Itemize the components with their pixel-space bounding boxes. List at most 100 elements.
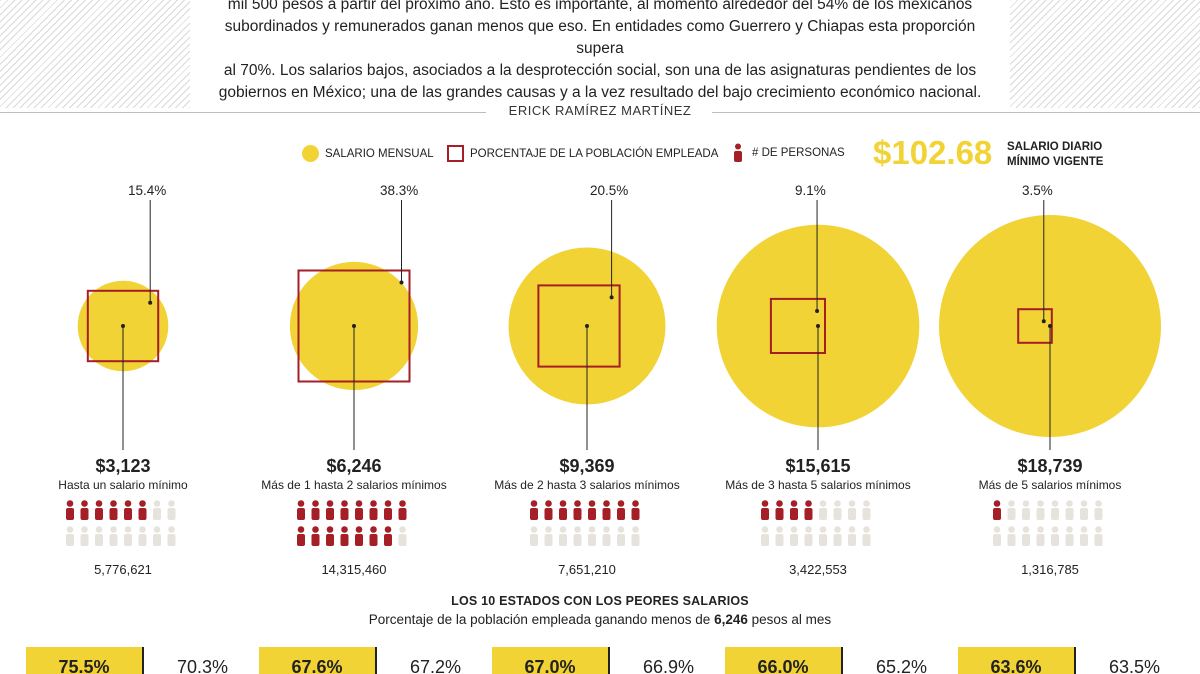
person-icon — [1066, 500, 1073, 507]
person-icon — [530, 534, 538, 546]
person-icon — [790, 508, 798, 520]
person-icon — [311, 534, 320, 546]
population-square — [769, 297, 827, 354]
person-icon — [559, 526, 567, 533]
person-icon — [355, 534, 363, 546]
person-icon — [776, 500, 783, 507]
person-icon — [631, 508, 640, 520]
person-icon — [168, 526, 175, 533]
person-icon — [530, 526, 538, 533]
person-icon — [1036, 508, 1045, 520]
person-icon — [399, 500, 406, 507]
person-icon — [341, 500, 348, 507]
person-icon — [863, 500, 870, 507]
person-icon — [573, 534, 582, 546]
person-icon — [1022, 534, 1030, 546]
person-icon — [993, 526, 1001, 533]
intro-line: mil 500 pesos a partir del próximo año. … — [227, 0, 973, 13]
person-icon — [530, 508, 538, 520]
person-icon — [848, 534, 856, 546]
person-icon — [588, 534, 596, 546]
person-icon — [398, 508, 407, 520]
person-icon — [603, 526, 610, 533]
person-icon — [341, 526, 348, 533]
center-dot — [121, 324, 125, 328]
person-icon — [311, 508, 320, 520]
decorative-hatch-left — [0, 0, 190, 108]
person-icon — [139, 500, 146, 507]
divider — [712, 112, 1200, 113]
bubble-chart — [66, 200, 1161, 546]
person-icon — [124, 534, 132, 546]
min-wage-label-line: SALARIO DIARIO — [1007, 141, 1103, 153]
person-icon — [805, 526, 812, 533]
center-dot — [816, 324, 820, 328]
person-icon — [863, 526, 870, 533]
person-icon — [559, 508, 567, 520]
person-icon — [1080, 500, 1088, 507]
person-icon — [761, 534, 769, 546]
legend-persons-label: # DE PERSONAS — [752, 147, 845, 159]
person-icon — [66, 500, 74, 507]
person-icon — [862, 508, 871, 520]
category-label: Más de 1 hasta 2 salarios mínimos — [261, 478, 447, 492]
person-count: 3,422,553 — [789, 562, 847, 577]
min-wage-label: SALARIO DIARIO MÍNIMO VIGENTE — [1007, 140, 1103, 170]
person-icon — [761, 526, 769, 533]
person-icon — [95, 508, 103, 520]
person-icon — [138, 534, 147, 546]
state-value: 63.5% — [1109, 657, 1161, 674]
person-icon — [340, 534, 349, 546]
person-icon — [848, 508, 856, 520]
legend-percent: PORCENTAJE DE LA POBLACIÓN EMPLEADA — [447, 145, 718, 162]
state-value: 65.2% — [876, 657, 928, 674]
person-icon — [833, 508, 842, 520]
person-icon — [559, 534, 567, 546]
category-label: Hasta un salario mínimo — [58, 478, 188, 492]
state-value: 70.3% — [177, 657, 229, 674]
person-icon — [340, 508, 349, 520]
person-icon — [1051, 500, 1059, 507]
intro-text: mil 500 pesos a partir del próximo año. … — [200, 0, 1000, 104]
person-icon — [167, 534, 176, 546]
person-icon — [819, 534, 827, 546]
intro-line: al 70%. Los salarios bajos, asociados a … — [223, 62, 977, 79]
percent-label: 38.3% — [380, 183, 419, 198]
states-subtitle: Porcentaje de la población empleada gana… — [0, 612, 1200, 627]
person-icon — [153, 534, 161, 546]
red-square-icon — [447, 145, 464, 162]
person-icon — [1080, 526, 1088, 533]
person-icon — [833, 534, 842, 546]
person-icon — [588, 500, 596, 507]
person-icon — [153, 508, 161, 520]
person-icon — [574, 500, 581, 507]
percent-dot — [148, 300, 153, 305]
person-icon — [819, 500, 827, 507]
person-icon — [369, 534, 378, 546]
person-icon — [326, 534, 334, 546]
person-icon — [1022, 526, 1030, 533]
percent-label: 3.5% — [1022, 183, 1053, 198]
percent-label: 15.4% — [128, 183, 167, 198]
person-icon — [1022, 508, 1030, 520]
person-count: 14,315,460 — [321, 562, 387, 577]
person-icon — [834, 526, 841, 533]
state-value: 66.9% — [643, 657, 695, 674]
person-icon — [1036, 534, 1045, 546]
salary-amount: $15,615 — [785, 456, 851, 476]
intro-line: gobiernos en México; una de las grandes … — [218, 84, 982, 101]
person-icon — [632, 500, 639, 507]
person-icon — [66, 526, 74, 533]
person-icon — [355, 508, 363, 520]
person-icon — [545, 526, 552, 533]
person-icon — [805, 500, 812, 507]
states-subtitle-amount: 6,246 — [714, 612, 748, 627]
legend-persons: # DE PERSONAS — [732, 143, 845, 163]
states-subtitle-text: Porcentaje de la población empleada gana… — [368, 612, 711, 627]
person-icon — [110, 526, 117, 533]
person-icon — [326, 500, 334, 507]
person-icon — [80, 508, 89, 520]
salary-amount: $18,739 — [1017, 456, 1083, 476]
decorative-hatch-right — [1010, 0, 1200, 108]
percent-label: 9.1% — [795, 183, 826, 198]
